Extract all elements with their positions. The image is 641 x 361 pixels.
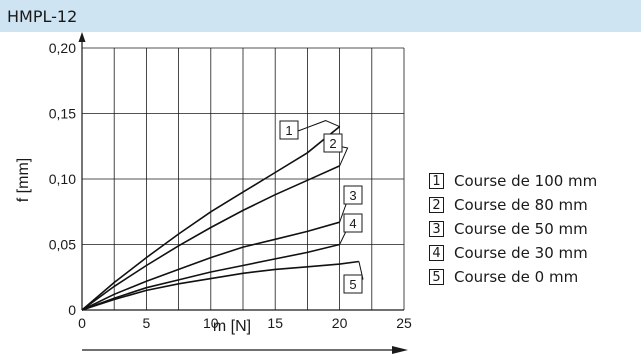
legend-key-box: 1 <box>429 173 444 189</box>
grid <box>82 47 405 310</box>
legend-item: 5 Course de 0 mm <box>429 265 597 289</box>
legend-label: Course de 0 mm <box>454 268 579 286</box>
callout-label-3: 3 <box>349 188 356 203</box>
callout-label-2: 2 <box>329 136 336 151</box>
x-tick-label: 5 <box>143 315 151 331</box>
y-tick-label: 0,15 <box>49 106 76 122</box>
x-axis-label: m [N] <box>213 318 251 335</box>
legend-label: Course de 80 mm <box>454 196 588 214</box>
series-lines <box>81 125 360 311</box>
y-axis-label: f [mm] <box>15 158 32 202</box>
series-line-2 <box>81 165 340 311</box>
x-tick-label: 20 <box>332 315 348 331</box>
axes <box>78 32 408 354</box>
callout-label-4: 4 <box>349 216 356 231</box>
legend-item: 1 Course de 100 mm <box>429 169 597 193</box>
y-tick-label: 0,05 <box>49 237 76 253</box>
x-tick-label: 25 <box>396 315 412 331</box>
series-line-5 <box>81 260 360 311</box>
y-tick-label: 0,10 <box>49 171 76 187</box>
callout-box-5 <box>343 274 363 294</box>
chart-title: HMPL-12 <box>7 7 78 26</box>
callout-box-4 <box>343 213 363 233</box>
callout-box-3 <box>343 185 363 205</box>
y-tick-label: 0,20 <box>49 40 76 56</box>
callout-box-1 <box>279 120 299 140</box>
title-bar: HMPL-12 <box>0 0 641 32</box>
x-direction-arrow <box>392 346 408 354</box>
x-tick-label: 15 <box>267 315 283 331</box>
legend-item: 4 Course de 30 mm <box>429 241 597 265</box>
legend-item: 2 Course de 80 mm <box>429 193 597 217</box>
legend-label: Course de 30 mm <box>454 244 588 262</box>
callout-leader-1 <box>297 120 340 132</box>
y-axis-arrow <box>78 32 86 42</box>
legend-key-box: 2 <box>429 197 444 213</box>
callout-label-5: 5 <box>349 277 356 292</box>
legend-key-box: 5 <box>429 269 444 285</box>
series-callouts: 1 2 3 4 5 <box>279 120 364 294</box>
series-line-1 <box>81 125 341 311</box>
series-line-3 <box>81 221 340 311</box>
series-line-4 <box>81 243 340 311</box>
legend-label: Course de 50 mm <box>454 220 588 238</box>
legend-item: 3 Course de 50 mm <box>429 217 597 241</box>
legend: 1 Course de 100 mm 2 Course de 80 mm 3 Course… <box>429 169 597 289</box>
callout-label-1: 1 <box>285 123 292 138</box>
callout-box-2 <box>323 133 343 153</box>
y-tick-label: 0 <box>68 302 76 318</box>
x-tick-label: 0 <box>78 315 86 331</box>
legend-key-box: 3 <box>429 221 444 237</box>
legend-key-box: 4 <box>429 245 444 261</box>
x-tick-label: 10 <box>203 315 219 331</box>
legend-label: Course de 100 mm <box>454 172 598 190</box>
